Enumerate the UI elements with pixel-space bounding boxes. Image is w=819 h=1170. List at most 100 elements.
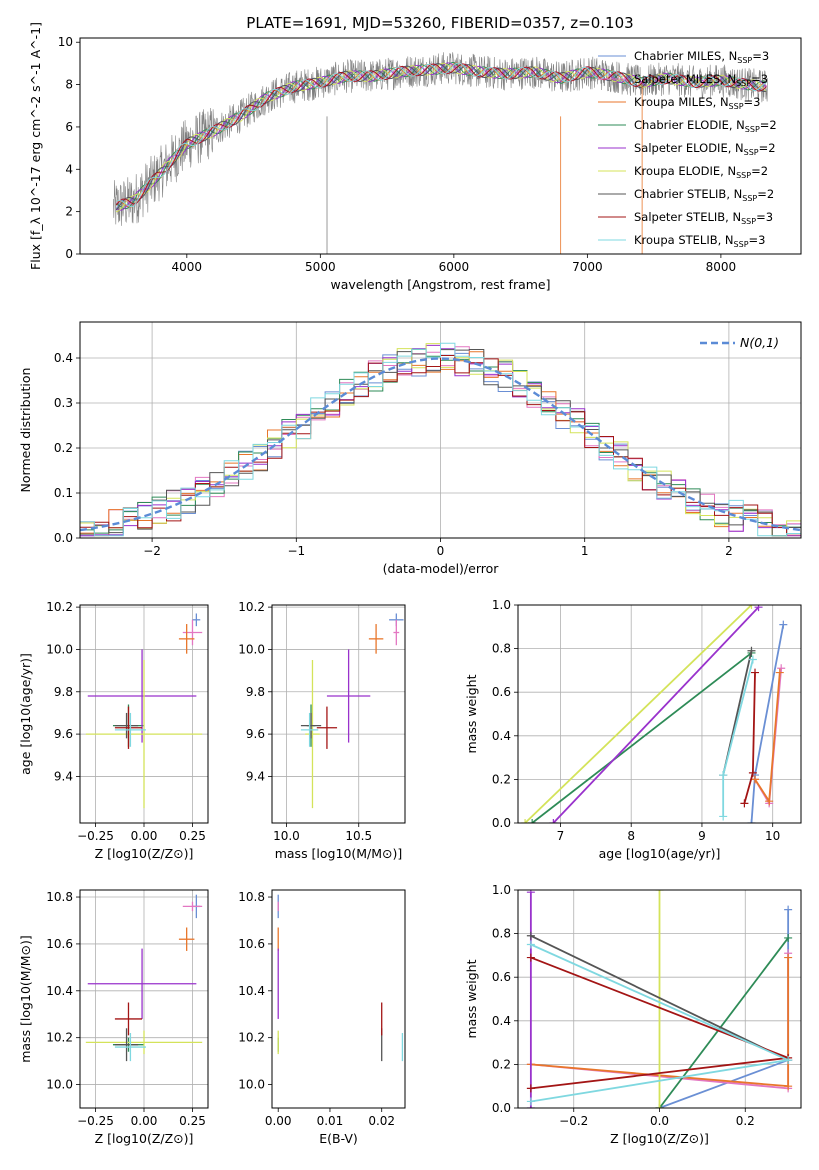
weight_vs_age-marker-2-0 [751,775,760,784]
weight_vs_Z-xtick-label-2: 0.2 [736,1114,755,1128]
legend-label-sub-4: SSP [744,148,759,157]
histogram-7 [80,355,801,535]
spectrum-xtick-label-3: 7000 [572,260,603,274]
weight_vs_Z-line-6 [530,934,789,1061]
weight_vs_Z-marker-8-1 [784,1056,793,1065]
weight_vs_age-marker-3-0 [528,819,537,823]
legend-label-sub-1: SSP [736,79,751,88]
residuals-axes: −2 −1 0 1 2 0.0 0.1 0.2 0.3 0.4 (data-model)/error… [18,321,802,576]
weight_vs_age-marker-4-1 [754,605,763,612]
weight_vs_age-marker-4-0 [549,819,558,823]
weight_vs_age-marker-1-2 [777,664,786,673]
spectrum-ytick-label-4: 8 [65,78,73,92]
spectrum-ytick-label-1: 2 [65,205,73,219]
legend-label-n-5: =2 [751,164,768,178]
mass_vs_ebv-xtick-label-0: 0.00 [265,1114,292,1128]
weight_vs_Z-marker-2-2 [784,953,793,962]
residuals-plot [80,342,801,537]
weight_vs_age-marker-7-2 [751,668,760,677]
weight_vs_Z-ylabel: mass weight [464,959,479,1038]
mass_vs_ebv-axes: 0.00 0.01 0.02 10.0 10.2 10.4 10.6 10.8 E(B-V) [238,889,406,1146]
age_vs_mass-xtick-label-0: 10.0 [273,829,300,843]
age_vs_mass-ytick-label-2: 9.8 [246,685,265,699]
spectrum-model-6 [115,63,767,211]
spectrum-plot [113,52,768,254]
legend-label-3: Chabrier ELODIE, NSSP=2 [634,118,777,134]
weight_vs_age-ytick-label-3: 0.6 [492,685,511,699]
weight_vs_age-marker-0-0 [747,819,756,823]
residuals-xtick-label-3: 1 [581,544,589,558]
legend-label-sub-3: SSP [745,125,760,134]
legend-label-n-3: =2 [760,118,777,132]
legend-label-5: Kroupa ELODIE, NSSP=2 [634,164,768,180]
spectrum-model-7 [115,63,767,206]
weight_vs_age-line-5 [524,605,753,823]
residuals-ytick-label-0: 0.0 [54,531,73,545]
weight_vs_Z-xlabel: Z [log10(Z/Z⊙)] [610,1131,709,1146]
weight_vs_Z-marker-5-1 [655,890,664,894]
weight_vs_age-xtick-label-2: 9 [698,829,706,843]
legend-label-n-4: =2 [759,141,776,155]
weight_vs_age-marker-2-1 [765,797,774,806]
weight_vs_age-marker-5-0 [521,819,530,823]
mass_vs_Z-axes: −0.25 0.00 0.25 10.0 10.2 10.4 10.6 10.8 Z [log1… [18,889,209,1146]
weight_vs_Z-axes: −0.2 0.0 0.2 0.0 0.2 0.4 0.6 0.8 1.0 Z [log10(Z/Z… [464,883,802,1146]
weight_vs_age-xtick-label-3: 10 [765,829,780,843]
legend-label-1: Salpeter MILES, NSSP=3 [634,72,768,88]
mass_vs_Z-xlabel: Z [log10(Z/Z⊙)] [95,1131,194,1146]
age_vs_Z-ytick-label-2: 9.8 [54,685,73,699]
weight_vs_Z-marker-6-1 [526,931,535,940]
mass_vs_ebv-xlabel: E(B-V) [319,1131,358,1146]
mass_vs_Z-ytick-label-0: 10.0 [46,1078,73,1092]
mass_vs_Z-frame [79,889,209,1109]
age_vs_Z-ytick-label-4: 10.2 [46,600,73,614]
age_vs_Z-ytick-label-0: 9.4 [54,769,73,783]
weight_vs_age-xlabel: age [log10(age/yr)] [599,846,721,861]
legend-label-n-1: =3 [751,72,768,86]
mass_vs_ebv-ytick-label-4: 10.8 [238,890,265,904]
age_vs_Z-frame [79,604,209,824]
age_vs_mass-ytick-label-1: 9.6 [246,727,265,741]
legend-label-sub-8: SSP [734,240,749,249]
weight_vs_Z-ytick-label-4: 0.8 [492,927,511,941]
weight_vs_Z-xtick-label-0: −0.2 [559,1114,588,1128]
age_vs_Z-xtick-label-1: 0.00 [131,829,158,843]
residuals-xlabel: (data-model)/error [383,561,500,576]
weight_vs_Z-marker-0-2 [784,905,793,914]
spectrum-xtick-label-4: 8000 [706,260,737,274]
spectrum-model-4 [115,62,767,211]
spectrum-xlabel: wavelength [Angstrom, rest frame] [330,277,550,292]
legend-label-sub-2: SSP [729,102,744,111]
legend-label-0: Chabrier MILES, NSSP=3 [634,49,769,65]
weight_vs_Z-frame [517,889,802,1109]
weight_vs_age-line-3 [531,652,753,823]
spectrum-legend: Chabrier MILES, NSSP=3 Salpeter MILES, NS… [598,49,777,249]
residuals-ytick-label-1: 0.1 [54,486,73,500]
weight_vs_age-line-4 [552,606,760,823]
spectrum-axes: 4000 5000 6000 7000 8000 0 2 4 6 8 10 wavelength [A… [28,22,802,292]
normal-legend-label: N(0,1) [740,335,779,350]
spectrum-model-3 [115,62,767,210]
weight_vs_Z-ytick-label-0: 0.0 [492,1101,511,1115]
weight_vs_age-ytick-label-0: 0.0 [492,816,511,830]
weight_vs_Z-ytick-label-5: 1.0 [492,883,511,897]
weight_vs_age-ytick-label-1: 0.2 [492,772,511,786]
weight_vs_Z-marker-5-0 [655,1104,664,1108]
weight_vs_Z-marker-4-1 [526,890,535,897]
legend-label-sub-6: SSP [742,194,757,203]
spectrum-ytick-label-5: 10 [58,35,73,49]
spectrum-model-8 [115,62,767,208]
age_vs_mass-plot [300,613,404,809]
mass_vs_Z-ylabel: mass [log10(M/M⊙)] [18,935,33,1063]
weight_vs_age-xtick-label-0: 7 [557,829,565,843]
age_vs_mass-axes: 10.0 10.5 9.4 9.6 9.8 10.0 10.2 mass [log10(M/M… [238,600,406,861]
weight_vs_age-ytick-label-5: 1.0 [492,598,511,612]
legend-label-4: Salpeter ELODIE, NSSP=2 [634,141,776,157]
legend-label-sub-0: SSP [737,56,752,65]
figure-title: PLATE=1691, MJD=53260, FIBERID=0357, z=0… [246,14,633,32]
age_vs_Z-plot [85,613,203,809]
mass_vs_Z-ytick-label-4: 10.8 [46,890,73,904]
mass_vs_ebv-xtick-label-2: 0.02 [368,1114,395,1128]
histogram-8 [80,342,801,537]
weight_vs_age-marker-7-1 [748,768,757,777]
